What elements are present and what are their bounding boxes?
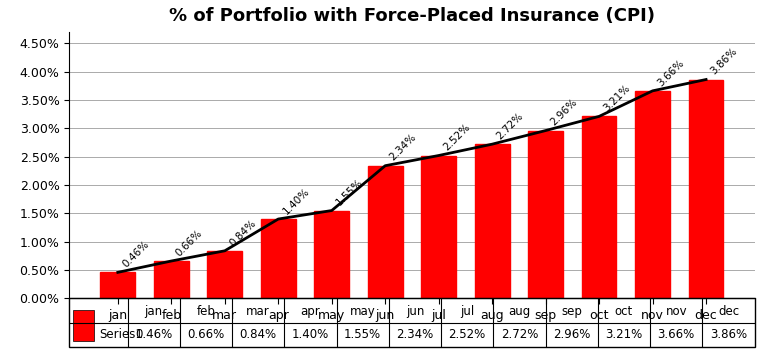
Text: jan: jan bbox=[145, 305, 162, 318]
Text: aug: aug bbox=[508, 305, 531, 318]
Text: 2.52%: 2.52% bbox=[449, 328, 486, 341]
Text: 3.21%: 3.21% bbox=[602, 83, 632, 114]
Bar bbox=[72, 310, 94, 341]
Bar bbox=[635, 91, 670, 298]
Text: 1.40%: 1.40% bbox=[281, 186, 311, 216]
Text: 0.66%: 0.66% bbox=[187, 328, 225, 341]
Bar bbox=[528, 131, 563, 298]
Bar bbox=[368, 166, 403, 298]
Text: sep: sep bbox=[561, 305, 582, 318]
Text: 2.72%: 2.72% bbox=[495, 111, 525, 141]
Text: jul: jul bbox=[460, 305, 474, 318]
Bar bbox=[475, 144, 510, 298]
Text: 3.21%: 3.21% bbox=[605, 328, 643, 341]
Text: 2.52%: 2.52% bbox=[441, 122, 472, 153]
Text: Series1: Series1 bbox=[99, 328, 143, 341]
Text: 0.46%: 0.46% bbox=[135, 328, 172, 341]
Text: 0.84%: 0.84% bbox=[227, 218, 258, 248]
Text: 3.86%: 3.86% bbox=[710, 328, 747, 341]
Text: 2.34%: 2.34% bbox=[397, 328, 434, 341]
Text: may: may bbox=[350, 305, 376, 318]
Bar bbox=[314, 211, 349, 298]
Text: nov: nov bbox=[665, 305, 687, 318]
Text: mar: mar bbox=[246, 305, 270, 318]
Text: 0.84%: 0.84% bbox=[239, 328, 276, 341]
Text: 0.46%: 0.46% bbox=[120, 239, 151, 269]
Text: 3.86%: 3.86% bbox=[708, 46, 739, 77]
Bar bbox=[261, 219, 296, 298]
Bar bbox=[582, 116, 617, 298]
Text: 1.55%: 1.55% bbox=[334, 177, 365, 208]
Text: dec: dec bbox=[718, 305, 739, 318]
Text: 2.72%: 2.72% bbox=[500, 328, 538, 341]
Bar bbox=[207, 251, 242, 298]
Bar bbox=[421, 155, 456, 298]
Title: % of Portfolio with Force-Placed Insurance (CPI): % of Portfolio with Force-Placed Insuran… bbox=[169, 7, 655, 25]
Text: 3.66%: 3.66% bbox=[655, 57, 686, 88]
Text: 3.66%: 3.66% bbox=[658, 328, 695, 341]
Text: 1.40%: 1.40% bbox=[292, 328, 329, 341]
Bar bbox=[688, 80, 724, 298]
Bar bbox=[154, 261, 189, 298]
Text: 1.55%: 1.55% bbox=[344, 328, 381, 341]
Text: jun: jun bbox=[406, 305, 424, 318]
Bar bbox=[100, 272, 136, 298]
Text: apr: apr bbox=[300, 305, 320, 318]
Text: 2.96%: 2.96% bbox=[553, 328, 591, 341]
Text: 0.66%: 0.66% bbox=[174, 228, 204, 258]
Text: feb: feb bbox=[196, 305, 216, 318]
Text: oct: oct bbox=[614, 305, 633, 318]
Text: 2.96%: 2.96% bbox=[548, 97, 579, 128]
Text: 2.34%: 2.34% bbox=[388, 132, 418, 163]
